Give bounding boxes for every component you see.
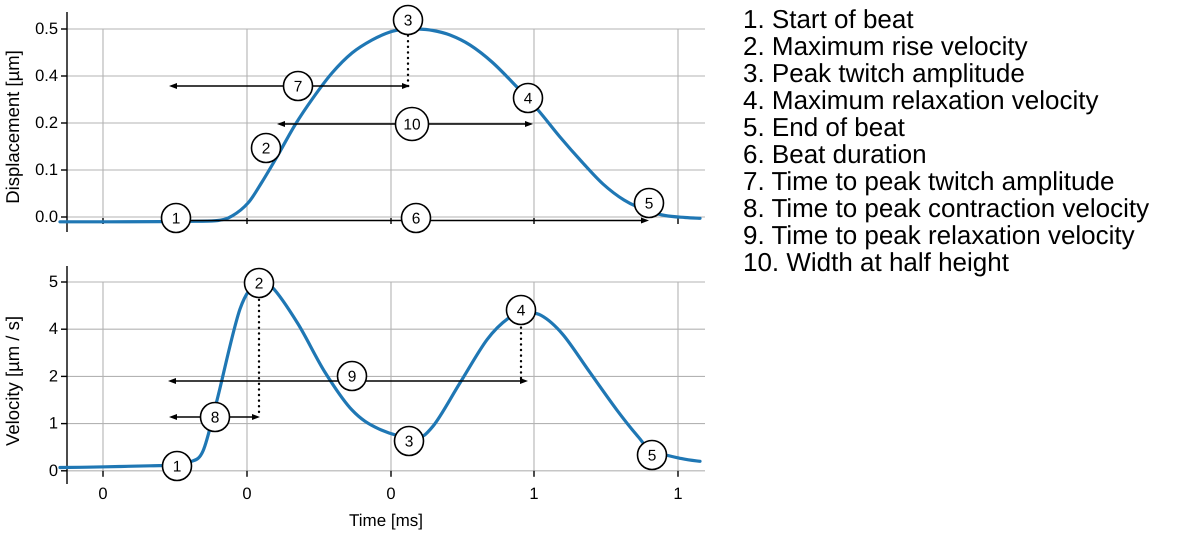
svg-text:0.0: 0.0 xyxy=(35,208,58,226)
svg-text:6. Beat duration: 6. Beat duration xyxy=(743,139,927,169)
svg-text:1: 1 xyxy=(173,459,182,476)
svg-text:5. End of beat: 5. End of beat xyxy=(743,112,906,142)
svg-text:1: 1 xyxy=(673,485,682,503)
svg-text:7. Time to peak twitch amplitu: 7. Time to peak twitch amplitude xyxy=(743,166,1114,196)
svg-text:2: 2 xyxy=(49,367,58,385)
svg-text:9: 9 xyxy=(348,369,357,386)
svg-text:0: 0 xyxy=(386,485,395,503)
svg-text:0.4: 0.4 xyxy=(35,67,58,85)
svg-text:Time [ms]: Time [ms] xyxy=(349,511,423,530)
svg-text:0: 0 xyxy=(49,462,58,480)
svg-text:1. Start of beat: 1. Start of beat xyxy=(743,4,914,34)
svg-text:0.2: 0.2 xyxy=(35,114,58,132)
svg-text:6: 6 xyxy=(412,211,421,228)
svg-text:4: 4 xyxy=(524,91,533,108)
svg-text:8: 8 xyxy=(211,410,220,427)
svg-text:10: 10 xyxy=(403,117,421,134)
svg-text:5: 5 xyxy=(645,196,654,213)
svg-text:8. Time to peak contraction ve: 8. Time to peak contraction velocity xyxy=(743,193,1149,223)
svg-text:2: 2 xyxy=(255,276,264,293)
svg-text:0.1: 0.1 xyxy=(35,161,58,179)
svg-text:0: 0 xyxy=(242,485,251,503)
svg-text:Displacement [µm]: Displacement [µm] xyxy=(2,50,23,204)
svg-text:5: 5 xyxy=(49,273,58,291)
svg-text:4: 4 xyxy=(517,303,526,320)
svg-text:0.5: 0.5 xyxy=(35,20,58,38)
svg-text:4: 4 xyxy=(49,320,58,338)
svg-text:7: 7 xyxy=(294,79,303,96)
svg-text:3: 3 xyxy=(405,434,414,451)
svg-text:10. Width at half height: 10. Width at half height xyxy=(743,247,1010,277)
svg-text:1: 1 xyxy=(172,211,181,228)
svg-text:5: 5 xyxy=(648,448,657,465)
svg-text:0: 0 xyxy=(98,485,107,503)
svg-text:2. Maximum rise velocity: 2. Maximum rise velocity xyxy=(743,31,1028,61)
svg-text:3: 3 xyxy=(404,13,413,30)
svg-text:Velocity [µm / s]: Velocity [µm / s] xyxy=(2,316,23,446)
svg-text:3. Peak twitch amplitude: 3. Peak twitch amplitude xyxy=(743,58,1025,88)
svg-text:2: 2 xyxy=(262,141,271,158)
svg-text:4. Maximum relaxation velocity: 4. Maximum relaxation velocity xyxy=(743,85,1098,115)
svg-text:1: 1 xyxy=(49,415,58,433)
svg-text:9. Time to peak relaxation vel: 9. Time to peak relaxation velocity xyxy=(743,220,1135,250)
svg-text:1: 1 xyxy=(529,485,538,503)
